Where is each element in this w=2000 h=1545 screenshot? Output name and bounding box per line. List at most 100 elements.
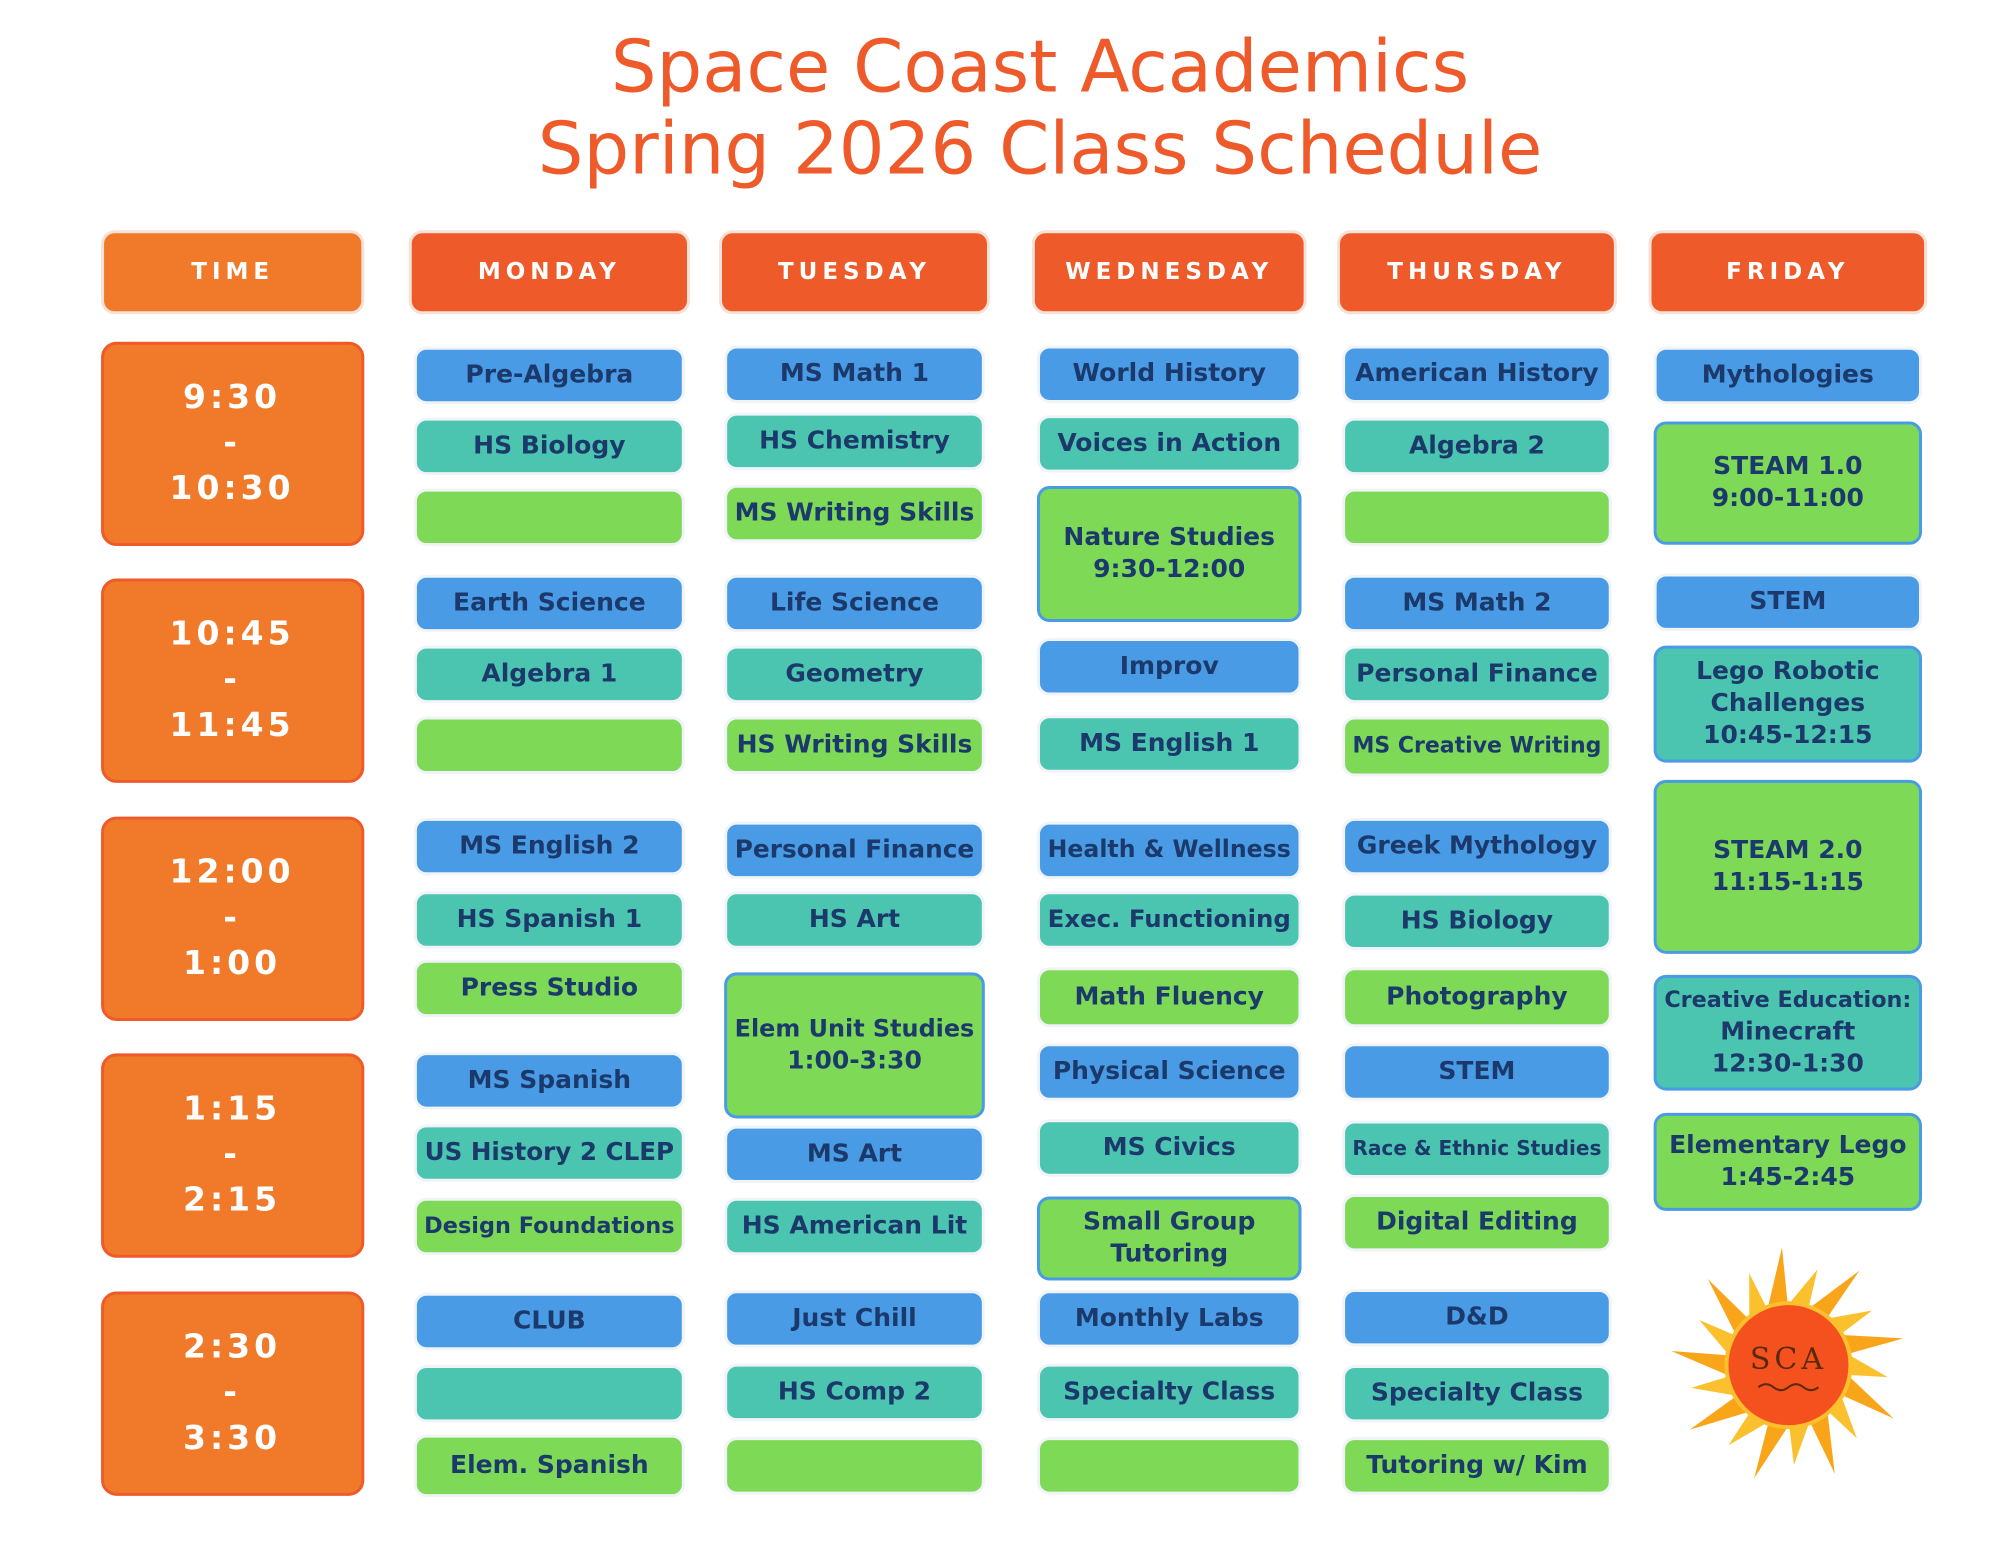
class-box — [724, 821, 985, 880]
column-header-label: TIME — [191, 259, 274, 285]
class-name: Minecraft — [1720, 1017, 1855, 1046]
class-name: MS English 1 — [1079, 728, 1259, 757]
class-name: MS Civics — [1103, 1132, 1236, 1161]
class-box — [1653, 1112, 1923, 1211]
sun-ray — [1789, 1269, 1818, 1307]
class-name: Personal Finance — [1356, 658, 1598, 687]
sun-ray — [1810, 1413, 1835, 1474]
class-box — [1342, 417, 1612, 476]
class-name: Greek Mythology — [1357, 831, 1597, 860]
time-block — [101, 1291, 365, 1496]
class-name: MS Art — [807, 1138, 902, 1167]
class-box — [1342, 892, 1612, 951]
class-name: Monthly Labs — [1075, 1303, 1264, 1332]
time-label: - — [223, 1134, 241, 1173]
class-name: Specialty Class — [1063, 1376, 1275, 1405]
class-box — [413, 891, 685, 949]
class-box — [1342, 817, 1612, 876]
class-name: HS Art — [809, 904, 900, 933]
time-block — [101, 341, 365, 547]
class-box — [1342, 1193, 1612, 1252]
class-name: MS Writing Skills — [735, 498, 975, 527]
class-box — [413, 1292, 685, 1351]
class-name: Challenges — [1711, 688, 1866, 717]
column-header-label: THURSDAY — [1387, 259, 1566, 285]
class-box — [724, 1197, 985, 1256]
class-name: D&D — [1445, 1302, 1508, 1331]
class-name: Pre-Algebra — [465, 359, 633, 388]
column-header-label: WEDNESDAY — [1065, 259, 1273, 285]
class-name: HS Biology — [473, 430, 625, 459]
time-label: 3:30 — [183, 1418, 281, 1457]
class-box — [1036, 1437, 1302, 1495]
class-box — [1342, 1043, 1612, 1101]
column-header — [719, 230, 990, 315]
class-name: Personal Finance — [735, 834, 975, 863]
class-name: Elem Unit Studies — [735, 1014, 975, 1042]
column-header-label: MONDAY — [478, 259, 621, 285]
class-box — [1036, 1363, 1302, 1422]
class-box — [413, 817, 685, 876]
class-box — [1342, 1288, 1612, 1347]
class-box — [1036, 415, 1302, 473]
class-box — [724, 891, 985, 949]
sun-ray — [1768, 1247, 1788, 1307]
sun-ray — [1728, 1413, 1767, 1446]
column-header — [1336, 230, 1617, 315]
class-box — [1342, 716, 1612, 777]
class-box — [413, 1124, 685, 1182]
class-box — [1342, 345, 1612, 403]
class-name: American History — [1355, 358, 1599, 387]
class-name: Press Studio — [461, 972, 638, 1001]
class-name: 11:15-1:15 — [1712, 867, 1864, 896]
class-box — [413, 1364, 685, 1423]
class-box — [1653, 421, 1923, 545]
class-box — [413, 1197, 685, 1256]
class-name: Health & Wellness — [1048, 835, 1291, 863]
class-name: World History — [1072, 358, 1265, 387]
class-box — [724, 574, 985, 633]
class-box — [724, 645, 985, 704]
class-box — [1653, 645, 1923, 763]
class-name: Algebra 2 — [1409, 430, 1545, 459]
class-name: CLUB — [513, 1305, 586, 1334]
class-name: Earth Science — [453, 587, 646, 616]
column-header — [101, 230, 365, 315]
class-box — [413, 488, 685, 547]
class-name: Small Group — [1083, 1207, 1256, 1236]
class-box — [1036, 638, 1302, 696]
class-box — [413, 417, 685, 476]
time-label: - — [223, 897, 241, 936]
logo-wave — [1757, 1383, 1820, 1392]
class-box — [1036, 1290, 1302, 1348]
class-box — [1036, 1119, 1302, 1177]
column-header — [1648, 230, 1928, 315]
time-label: 2:15 — [183, 1180, 281, 1219]
sun-ray — [1789, 1423, 1809, 1465]
class-name: Nature Studies — [1063, 522, 1275, 551]
class-name: Design Foundations — [424, 1213, 674, 1239]
class-name: Race & Ethnic Studies — [1352, 1136, 1601, 1160]
class-box — [413, 716, 685, 775]
time-label: 11:45 — [170, 705, 295, 744]
sun-ray — [1842, 1376, 1894, 1419]
time-block — [101, 578, 365, 783]
column-header-label: TUESDAY — [778, 259, 931, 285]
time-label: - — [223, 1372, 241, 1411]
class-box — [724, 1290, 985, 1348]
class-name: Elementary Lego — [1669, 1130, 1907, 1159]
class-name: Improv — [1120, 651, 1219, 680]
time-label: 9:30 — [183, 377, 281, 416]
class-box — [413, 346, 685, 405]
class-name: HS American Lit — [742, 1211, 968, 1240]
class-name: Specialty Class — [1371, 1378, 1583, 1407]
sun-ray — [1671, 1351, 1728, 1375]
class-name: Math Fluency — [1074, 981, 1264, 1010]
class-name: US History 2 CLEP — [425, 1137, 675, 1166]
class-box — [724, 1437, 985, 1495]
class-box — [724, 1125, 985, 1184]
class-name: Tutoring w/ Kim — [1366, 1450, 1587, 1479]
time-label: 2:30 — [183, 1327, 281, 1366]
class-name: Lego Robotic — [1696, 656, 1880, 685]
sun-core — [1724, 1301, 1853, 1430]
